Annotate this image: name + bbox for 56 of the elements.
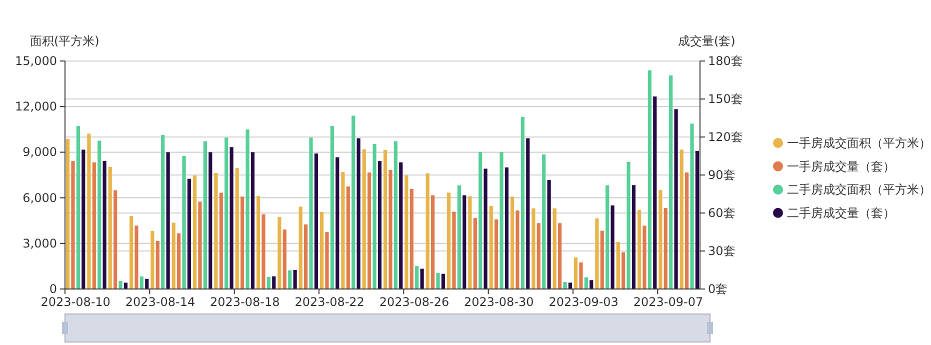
bar [399,162,403,289]
bar [431,195,435,289]
y-tick-label: 9,000 [22,145,57,160]
bar [616,242,620,289]
legend-label: 一手房成交量（套） [787,159,895,174]
bar [235,168,239,289]
bar [558,223,562,289]
x-tick-label: 2023-08-10 [40,295,110,309]
y-axis-title: 面积(平方米) [30,34,100,48]
bar [108,166,112,289]
x-tick-label: 2023-09-03 [548,295,618,309]
bar [362,149,366,289]
x-tick-label: 2023-08-22 [294,295,364,309]
x-tick-label: 2023-08-14 [125,295,196,309]
x-tick-label: 2023-08-18 [210,295,280,309]
bar [272,276,276,289]
x-tick-label: 2023-08-30 [464,295,534,309]
y2-tick-label: 0套 [708,282,728,296]
y-tick-label: 12,000 [15,100,57,114]
y2-tick-label: 150套 [708,92,743,106]
y-tick-label: 3,000 [22,236,57,250]
y-tick-label: 0 [49,282,57,296]
bar [172,222,176,289]
bar [526,138,530,289]
bar [648,70,652,289]
bar [330,126,334,289]
bar [680,150,684,289]
bar [622,252,626,289]
bar [336,157,340,289]
bar [653,96,657,289]
bar [266,276,270,289]
bar [426,173,430,289]
bar [208,152,212,289]
bar [145,278,149,289]
legend-label: 二手房成交面积（平方米） [787,182,931,197]
bar [462,195,466,289]
bar [140,276,144,289]
bar [590,280,594,289]
y-tick-label: 6,000 [22,190,57,205]
y2-tick-label: 180套 [708,54,743,68]
y2-tick-label: 90套 [708,168,736,182]
x-tick-label: 2023-09-07 [633,295,704,309]
bar [520,116,524,289]
y2-tick-label: 120套 [708,130,743,144]
legend-label: 一手房成交面积（平方米） [787,136,931,150]
y-tick-label: 15,000 [15,54,57,68]
legend-label: 二手房成交量（套） [787,206,895,220]
x-tick-label: 2023-08-26 [379,295,450,309]
y2-tick-label: 30套 [708,244,736,258]
bar [489,206,493,289]
bar [298,206,302,289]
bar [114,190,118,289]
bar [552,208,556,289]
y2-tick-label: 60套 [708,206,736,220]
y2-axis-title: 成交量(套) [678,34,736,48]
bar [82,150,86,289]
